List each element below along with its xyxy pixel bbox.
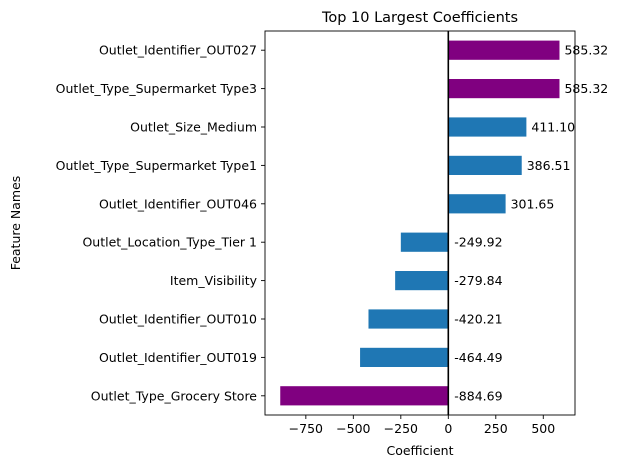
bar-5 (448, 194, 506, 214)
y-tick-label: Outlet_Identifier_OUT027 (99, 43, 257, 58)
data-labels-layer: 585.32 585.32 411.10 386.51 301.65 -249.92 -27… (454, 43, 608, 404)
y-tick-label: Outlet_Identifier_OUT046 (99, 196, 257, 211)
bar-9 (360, 347, 449, 367)
bar-1 (448, 40, 560, 60)
y-tick-label: Outlet_Identifier_OUT010 (99, 312, 257, 327)
data-label-9: -464.49 (454, 350, 502, 365)
y-tick-label: Item_Visibility (170, 273, 258, 288)
bar-8 (368, 309, 449, 329)
x-tick-label: −750 (289, 421, 323, 436)
bar-10 (280, 386, 449, 406)
bar-3 (448, 117, 527, 137)
data-label-1: 585.32 (564, 43, 608, 58)
plot-frame (264, 30, 576, 416)
y-tick-label: Outlet_Type_Supermarket Type3 (56, 81, 257, 96)
x-tick-label: 500 (531, 421, 555, 436)
x-tick-label: −250 (384, 421, 418, 436)
data-label-3: 411.10 (531, 120, 575, 135)
bar-2 (448, 79, 560, 99)
bar-7 (395, 271, 449, 291)
data-label-4: 386.51 (527, 158, 571, 173)
data-label-10: -884.69 (454, 388, 502, 403)
bar-6 (400, 232, 449, 252)
y-tick-label: Outlet_Size_Medium (130, 120, 257, 135)
x-tick-label: 250 (484, 421, 508, 436)
y-axis: Outlet_Identifier_OUT027 Outlet_Type_Supe… (56, 43, 265, 403)
x-tick-label: 0 (444, 421, 452, 436)
data-label-7: -279.84 (454, 273, 502, 288)
data-label-6: -249.92 (454, 235, 502, 250)
y-axis-title: Feature Names (8, 176, 23, 271)
data-label-2: 585.32 (564, 81, 608, 96)
y-tick-label: Outlet_Location_Type_Tier 1 (82, 235, 257, 250)
x-axis: −750 −500 −250 0 250 500 (289, 415, 555, 436)
data-label-8: -420.21 (454, 312, 502, 327)
y-tick-label: Outlet_Identifier_OUT019 (99, 350, 257, 365)
bar-4 (448, 155, 522, 175)
bars-layer (280, 40, 560, 406)
x-axis-title: Coefficient (386, 443, 453, 458)
y-tick-label: Outlet_Type_Grocery Store (91, 388, 258, 403)
chart-title: Top 10 Largest Coefficients (321, 10, 518, 26)
data-label-5: 301.65 (511, 196, 555, 211)
y-tick-label: Outlet_Type_Supermarket Type1 (56, 158, 257, 173)
x-tick-label: −500 (336, 421, 370, 436)
